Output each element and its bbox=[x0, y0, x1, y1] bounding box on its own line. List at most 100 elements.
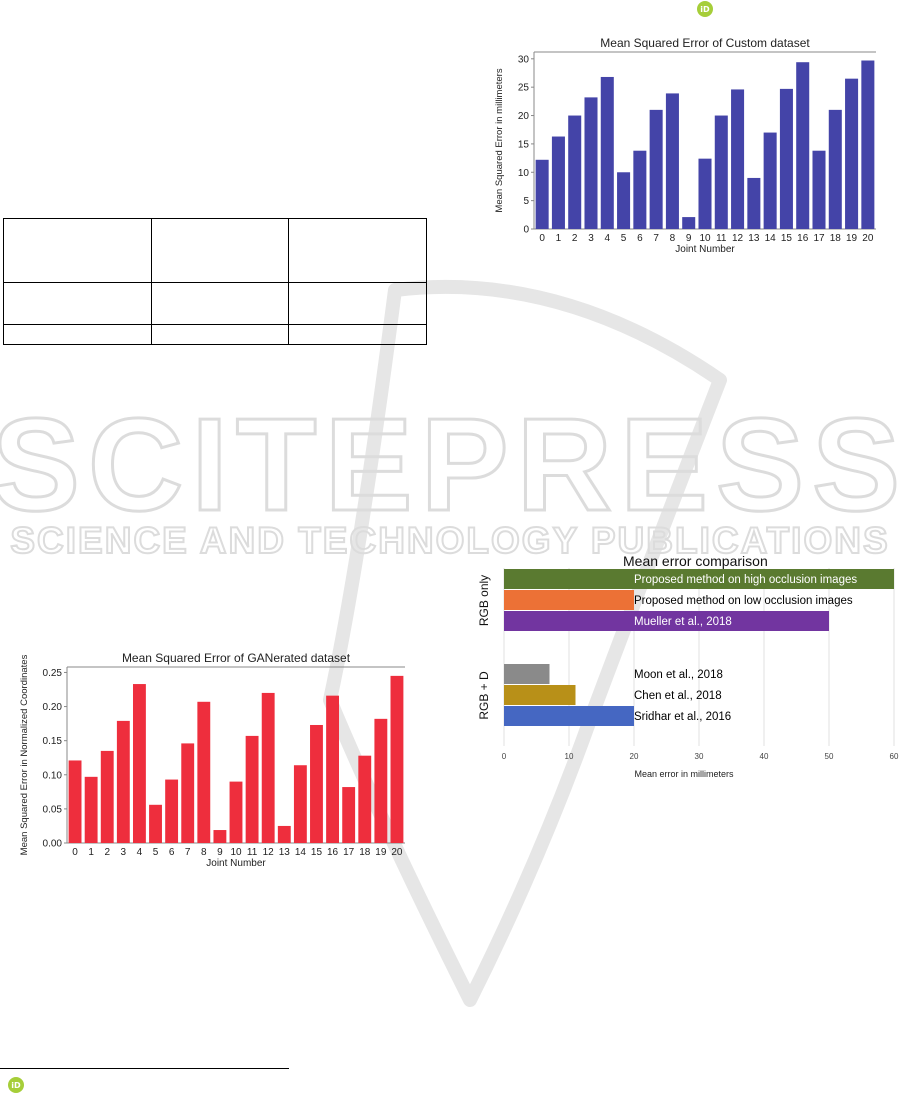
y-tick-label: 0.15 bbox=[43, 736, 63, 747]
x-tick-label: 0 bbox=[502, 752, 507, 761]
x-tick-label: 19 bbox=[375, 847, 387, 858]
bar bbox=[277, 825, 291, 843]
x-tick-label: 15 bbox=[311, 847, 323, 858]
y-tick-label: 0.20 bbox=[43, 702, 63, 713]
bar-label: Proposed method on high occlusion images bbox=[634, 574, 857, 586]
bar bbox=[568, 115, 582, 229]
x-tick-label: 16 bbox=[327, 847, 339, 858]
table-cell bbox=[288, 324, 427, 345]
orcid-icon-label: iD bbox=[700, 4, 710, 14]
bar bbox=[845, 78, 859, 230]
y-axis-label: Mean Squared Error in millimeters bbox=[494, 68, 505, 212]
y-tick-label: 0.10 bbox=[43, 770, 63, 781]
x-tick-label: 40 bbox=[760, 752, 769, 761]
x-tick-label: 7 bbox=[185, 847, 191, 858]
chart-title: Mean Squared Error of GANerated dataset bbox=[122, 651, 351, 665]
group-label: RGB + D bbox=[477, 671, 491, 720]
bar bbox=[390, 675, 404, 843]
x-tick-label: 18 bbox=[359, 847, 371, 858]
y-tick-label: 0.25 bbox=[43, 668, 63, 679]
bar bbox=[149, 804, 162, 843]
bar bbox=[617, 172, 631, 229]
x-tick-label: 6 bbox=[169, 847, 175, 858]
x-tick-label: 13 bbox=[748, 233, 760, 244]
table-row bbox=[3, 218, 427, 283]
x-tick-label: 60 bbox=[890, 752, 899, 761]
bar bbox=[310, 724, 323, 843]
table-cell bbox=[3, 282, 152, 325]
x-tick-label: 30 bbox=[695, 752, 704, 761]
orcid-icon-label: iD bbox=[11, 1080, 21, 1090]
chart-title: Mean error comparison bbox=[623, 553, 768, 569]
bar bbox=[504, 664, 550, 684]
x-tick-label: 10 bbox=[565, 752, 574, 761]
x-tick-label: 0 bbox=[539, 233, 545, 244]
bar bbox=[779, 88, 793, 229]
x-tick-label: 17 bbox=[813, 233, 825, 244]
bar bbox=[132, 684, 146, 843]
x-tick-label: 20 bbox=[391, 847, 403, 858]
bar-label: Sridhar et al., 2016 bbox=[634, 711, 731, 723]
x-axis-label: Mean error in millimeters bbox=[634, 769, 734, 779]
group-label: RGB only bbox=[477, 575, 491, 626]
bar bbox=[649, 109, 663, 229]
bar bbox=[535, 159, 549, 229]
x-tick-label: 5 bbox=[621, 233, 627, 244]
x-tick-label: 3 bbox=[121, 847, 127, 858]
orcid-icon[interactable]: iD bbox=[8, 1077, 24, 1093]
footnote-rule bbox=[0, 1068, 289, 1069]
x-tick-label: 17 bbox=[343, 847, 355, 858]
x-tick-label: 5 bbox=[153, 847, 159, 858]
x-tick-label: 9 bbox=[686, 233, 692, 244]
bar bbox=[68, 760, 82, 843]
bar bbox=[229, 781, 243, 843]
bar bbox=[504, 706, 634, 726]
watermark-logo-shape bbox=[323, 279, 727, 1007]
table-cell bbox=[151, 282, 289, 325]
bar bbox=[682, 217, 696, 229]
table-cell bbox=[3, 324, 152, 345]
x-tick-label: 11 bbox=[716, 233, 727, 244]
y-tick-label: 15 bbox=[518, 139, 530, 150]
y-tick-label: 30 bbox=[518, 54, 530, 65]
x-tick-label: 7 bbox=[653, 233, 659, 244]
bar bbox=[326, 695, 340, 843]
bar bbox=[731, 89, 745, 229]
bar bbox=[584, 97, 598, 229]
x-tick-label: 1 bbox=[556, 233, 562, 244]
x-tick-label: 0 bbox=[72, 847, 78, 858]
y-axis-label: Mean Squared Error in Normalized Coordin… bbox=[19, 654, 30, 855]
y-tick-label: 5 bbox=[523, 196, 529, 207]
bar bbox=[261, 692, 275, 843]
bar-label: Chen et al., 2018 bbox=[634, 690, 722, 702]
mean-error-comparison-chart: Mean error comparison 0 10 20 30 40 50 60 Propos… bbox=[477, 553, 899, 779]
bar bbox=[197, 701, 211, 843]
x-tick-label: 15 bbox=[781, 233, 793, 244]
table-row bbox=[3, 324, 427, 345]
orcid-icon[interactable]: iD bbox=[697, 1, 713, 17]
bar bbox=[714, 115, 728, 229]
bar bbox=[84, 776, 98, 843]
bar bbox=[747, 177, 761, 229]
table-cell bbox=[151, 218, 289, 283]
x-tick-label: 8 bbox=[201, 847, 207, 858]
watermark-sub-text: SCIENCE AND TECHNOLOGY PUBLICATIONS bbox=[10, 520, 889, 561]
x-tick-label: 2 bbox=[104, 847, 110, 858]
bar bbox=[812, 150, 826, 229]
bar bbox=[100, 750, 114, 843]
x-tick-label: 9 bbox=[217, 847, 223, 858]
bar bbox=[116, 720, 130, 843]
table-cell bbox=[3, 218, 152, 283]
bar bbox=[342, 787, 356, 843]
bar bbox=[504, 590, 634, 610]
bar bbox=[828, 109, 842, 229]
x-tick-label: 14 bbox=[295, 847, 307, 858]
bar bbox=[293, 765, 307, 843]
chart-title: Mean Squared Error of Custom dataset bbox=[600, 36, 810, 50]
bar-label: Moon et al., 2018 bbox=[634, 669, 723, 681]
bar bbox=[181, 743, 195, 843]
x-tick-label: 14 bbox=[765, 233, 777, 244]
y-tick-label: 20 bbox=[518, 111, 530, 122]
x-tick-label: 12 bbox=[263, 847, 275, 858]
